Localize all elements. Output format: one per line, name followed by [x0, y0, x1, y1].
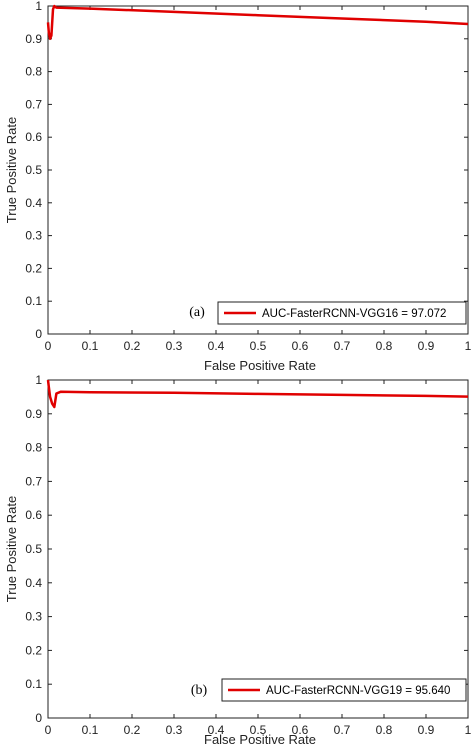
- roc-curve: [46, 4, 469, 41]
- y-tick-label: 0.7: [25, 474, 42, 488]
- x-tick-label: 1: [465, 339, 472, 353]
- y-tick-label: 0.5: [25, 163, 42, 177]
- roc-panel-b: 0 0.1 0.2 0.3 0.4 0.5 0.6 0.7 0.8 0.9 1 0 0.1 0.2 0.3 0…: [4, 373, 472, 747]
- plot-frame: [47, 5, 469, 335]
- x-tick-label: 0.8: [376, 723, 393, 737]
- legend-box: [221, 678, 467, 702]
- y-tick-label: 0.1: [25, 677, 42, 691]
- y-tick-label: 0.2: [25, 643, 42, 657]
- roc-panel-a: 0 0.1 0.2 0.3 0.4 0.5 0.6 0.7 0.8 0.9 1 0 0.1 0.2 0.3 0…: [4, 0, 472, 373]
- x-tick-label: 0.3: [166, 339, 183, 353]
- legend-entry: AUC-FasterRCNN-VGG16 = 97.072: [262, 308, 446, 320]
- y-tick-label: 0.7: [25, 97, 42, 111]
- x-axis-label: False Positive Rate: [204, 732, 316, 747]
- y-tick-label: 0.9: [25, 407, 42, 421]
- legend-entry: AUC-FasterRCNN-VGG19 = 95.640: [266, 685, 450, 697]
- y-tick-label: 0.3: [25, 229, 42, 243]
- x-tick-label: 0.5: [250, 339, 267, 353]
- x-axis-label: False Positive Rate: [204, 358, 316, 373]
- x-tick-label: 0: [45, 723, 52, 737]
- x-tick-label: 0.5: [250, 723, 267, 737]
- x-tick-label: 1: [465, 723, 472, 737]
- x-tick-label: 0.3: [166, 723, 183, 737]
- y-tick-label: 0.8: [25, 65, 42, 79]
- y-axis-label: True Positive Rate: [4, 117, 19, 223]
- y-tick-label: 0.6: [25, 508, 42, 522]
- x-tick-label: 0.4: [208, 339, 225, 353]
- panel-label: (b): [191, 683, 208, 698]
- plot-frame: [47, 379, 469, 719]
- legend-box: [217, 301, 467, 325]
- x-tick-label: 0.7: [334, 339, 351, 353]
- y-tick-label: 1: [35, 373, 42, 387]
- y-tick-label: 1: [35, 0, 42, 13]
- x-tick-label: 0: [45, 339, 52, 353]
- x-tick-label: 0.4: [208, 723, 225, 737]
- x-tick-label: 0.6: [292, 339, 309, 353]
- x-tick-label: 0.1: [82, 339, 99, 353]
- y-tick-label: 0.1: [25, 294, 42, 308]
- y-tick-label: 0.5: [25, 542, 42, 556]
- y-tick-label: 0.3: [25, 610, 42, 624]
- x-tick-label: 0.2: [124, 339, 141, 353]
- y-axis-label: True Positive Rate: [4, 496, 19, 602]
- x-tick-label: 0.7: [334, 723, 351, 737]
- x-tick-label: 0.2: [124, 723, 141, 737]
- y-tick-label: 0.6: [25, 130, 42, 144]
- y-tick-label: 0.8: [25, 441, 42, 455]
- x-tick-label: 0.6: [292, 723, 309, 737]
- x-tick-label: 0.1: [82, 723, 99, 737]
- y-tick-label: 0.4: [25, 576, 42, 590]
- roc-curve: [46, 379, 469, 409]
- panel-label: (a): [189, 305, 205, 320]
- x-tick-label: 0.9: [418, 339, 435, 353]
- y-tick-label: 0.4: [25, 196, 42, 210]
- y-tick-label: 0.2: [25, 261, 42, 275]
- x-tick-label: 0.8: [376, 339, 393, 353]
- y-tick-label: 0.9: [25, 32, 42, 46]
- y-tick-label: 0: [35, 711, 42, 725]
- y-tick-label: 0: [35, 327, 42, 341]
- x-tick-label: 0.9: [418, 723, 435, 737]
